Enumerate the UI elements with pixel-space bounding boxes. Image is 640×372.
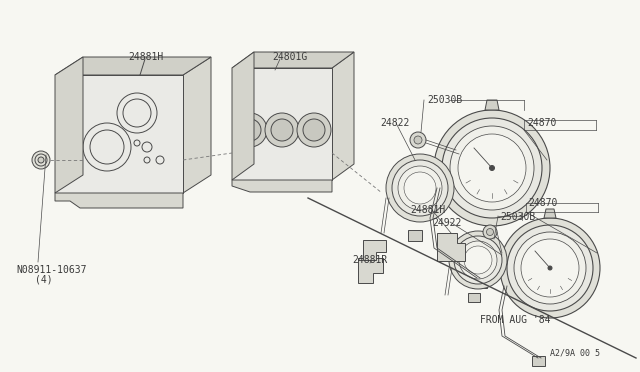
Text: 24881H: 24881H — [410, 205, 445, 215]
Circle shape — [123, 99, 151, 127]
Polygon shape — [544, 209, 556, 218]
Circle shape — [297, 113, 331, 147]
Polygon shape — [232, 52, 354, 68]
Text: A2/9A 00 5: A2/9A 00 5 — [550, 348, 600, 357]
Text: 24822: 24822 — [380, 118, 410, 128]
Circle shape — [134, 140, 140, 146]
Circle shape — [117, 93, 157, 133]
Polygon shape — [55, 193, 183, 208]
Text: N08911-10637: N08911-10637 — [16, 265, 86, 275]
Circle shape — [271, 119, 293, 141]
Circle shape — [414, 136, 422, 144]
Text: 24870: 24870 — [528, 198, 557, 208]
Text: 24801G: 24801G — [272, 52, 307, 62]
Circle shape — [38, 157, 44, 163]
Circle shape — [142, 142, 152, 152]
Circle shape — [386, 154, 454, 222]
Circle shape — [144, 157, 150, 163]
Circle shape — [410, 132, 426, 148]
Circle shape — [464, 246, 492, 274]
Text: FROM AUG '84: FROM AUG '84 — [480, 315, 550, 325]
Text: 24881R: 24881R — [352, 255, 387, 265]
Circle shape — [90, 130, 124, 164]
Polygon shape — [532, 356, 545, 366]
Circle shape — [265, 113, 299, 147]
Circle shape — [450, 126, 534, 210]
Polygon shape — [55, 57, 211, 75]
Polygon shape — [55, 75, 183, 193]
Circle shape — [500, 218, 600, 318]
Polygon shape — [437, 233, 465, 261]
Circle shape — [449, 231, 507, 289]
Text: 25030B: 25030B — [500, 212, 535, 222]
Polygon shape — [332, 52, 354, 180]
Circle shape — [454, 236, 502, 284]
Circle shape — [483, 225, 497, 239]
Circle shape — [398, 166, 442, 210]
Text: (4): (4) — [35, 274, 52, 284]
Circle shape — [434, 110, 550, 226]
Circle shape — [507, 225, 593, 311]
Polygon shape — [232, 52, 254, 180]
Polygon shape — [232, 180, 332, 192]
Text: 24922: 24922 — [432, 218, 461, 228]
Circle shape — [32, 151, 50, 169]
Circle shape — [156, 156, 164, 164]
Circle shape — [404, 172, 436, 204]
Polygon shape — [485, 100, 499, 110]
Circle shape — [458, 134, 526, 202]
Polygon shape — [408, 230, 422, 241]
Polygon shape — [183, 57, 211, 193]
Circle shape — [233, 113, 267, 147]
Text: 24870: 24870 — [527, 118, 556, 128]
Text: 24881H: 24881H — [128, 52, 163, 62]
Polygon shape — [363, 240, 386, 260]
Circle shape — [303, 119, 325, 141]
Circle shape — [459, 241, 497, 279]
Circle shape — [548, 266, 552, 270]
Polygon shape — [472, 276, 487, 288]
Text: 25030B: 25030B — [427, 95, 462, 105]
Polygon shape — [358, 258, 383, 283]
Circle shape — [486, 228, 493, 235]
Polygon shape — [232, 68, 332, 180]
Circle shape — [83, 123, 131, 171]
Circle shape — [392, 160, 448, 216]
Polygon shape — [468, 293, 480, 302]
Circle shape — [521, 239, 579, 297]
Circle shape — [490, 166, 495, 170]
Circle shape — [514, 232, 586, 304]
Circle shape — [442, 118, 542, 218]
Circle shape — [239, 119, 261, 141]
Circle shape — [35, 154, 47, 166]
Polygon shape — [55, 57, 83, 193]
